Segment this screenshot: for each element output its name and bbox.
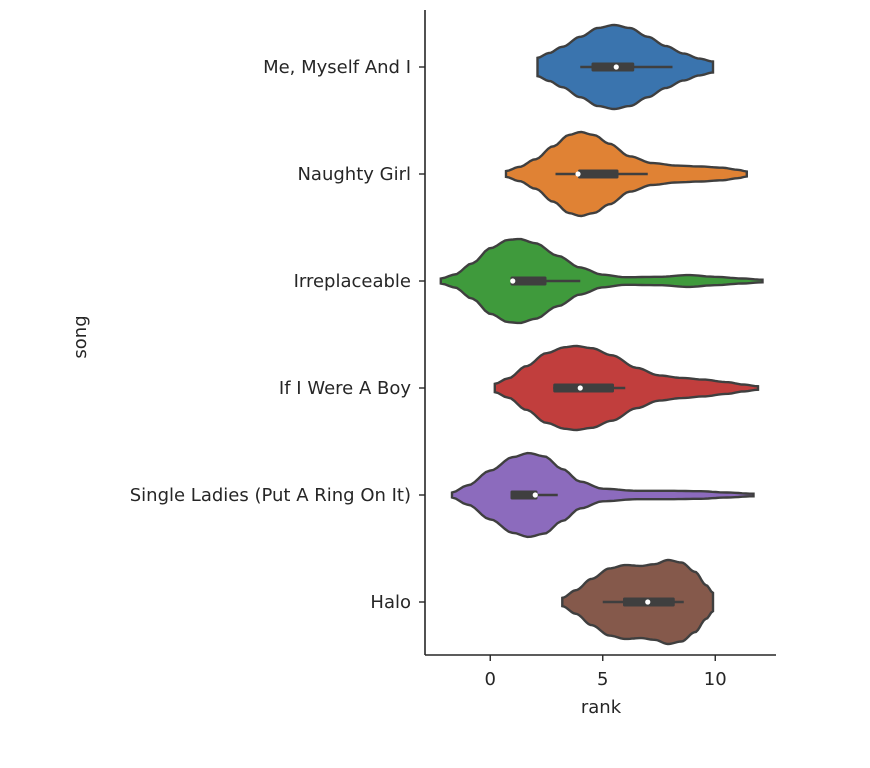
- violin-iqr-box: [578, 169, 619, 179]
- x-tick-label: 5: [597, 669, 608, 690]
- y-tick-label: Naughty Girl: [297, 164, 411, 185]
- violin-iqr-box: [553, 383, 614, 393]
- violin-group: [504, 130, 748, 218]
- violins-layer: [439, 23, 764, 646]
- y-tick-label: If I Were A Boy: [279, 378, 411, 399]
- violin-group: [561, 558, 715, 646]
- violin-body: [493, 344, 760, 432]
- y-tick-label: Me, Myself And I: [263, 57, 411, 78]
- violin-median-point: [577, 385, 583, 391]
- violin-group: [450, 451, 755, 539]
- x-tick-layer: 0 5 10: [485, 655, 727, 690]
- violin-body: [450, 451, 755, 539]
- violin-median-point: [510, 278, 516, 284]
- violin-median-point: [575, 171, 581, 177]
- violin-median-point: [645, 599, 651, 605]
- violin-group: [493, 344, 760, 432]
- x-axis-label: rank: [581, 697, 622, 718]
- violin-iqr-box: [510, 490, 538, 500]
- violin-iqr-box: [591, 62, 635, 72]
- y-axis-label: song: [70, 315, 91, 358]
- violin-group: [439, 237, 764, 325]
- violin-group: [536, 23, 715, 111]
- x-tick-label: 10: [704, 669, 727, 690]
- violin-median-point: [532, 492, 538, 498]
- y-tick-layer: Me, Myself And I Naughty Girl Irreplaceabl…: [130, 57, 425, 613]
- violin-iqr-box: [510, 276, 547, 286]
- violin-body: [439, 237, 764, 325]
- y-tick-label: Halo: [370, 592, 411, 613]
- y-tick-label: Irreplaceable: [294, 271, 411, 292]
- x-tick-label: 0: [485, 669, 496, 690]
- violin-median-point: [613, 64, 619, 70]
- axes-layer: [424, 10, 776, 656]
- y-tick-label: Single Ladies (Put A Ring On It): [130, 485, 411, 506]
